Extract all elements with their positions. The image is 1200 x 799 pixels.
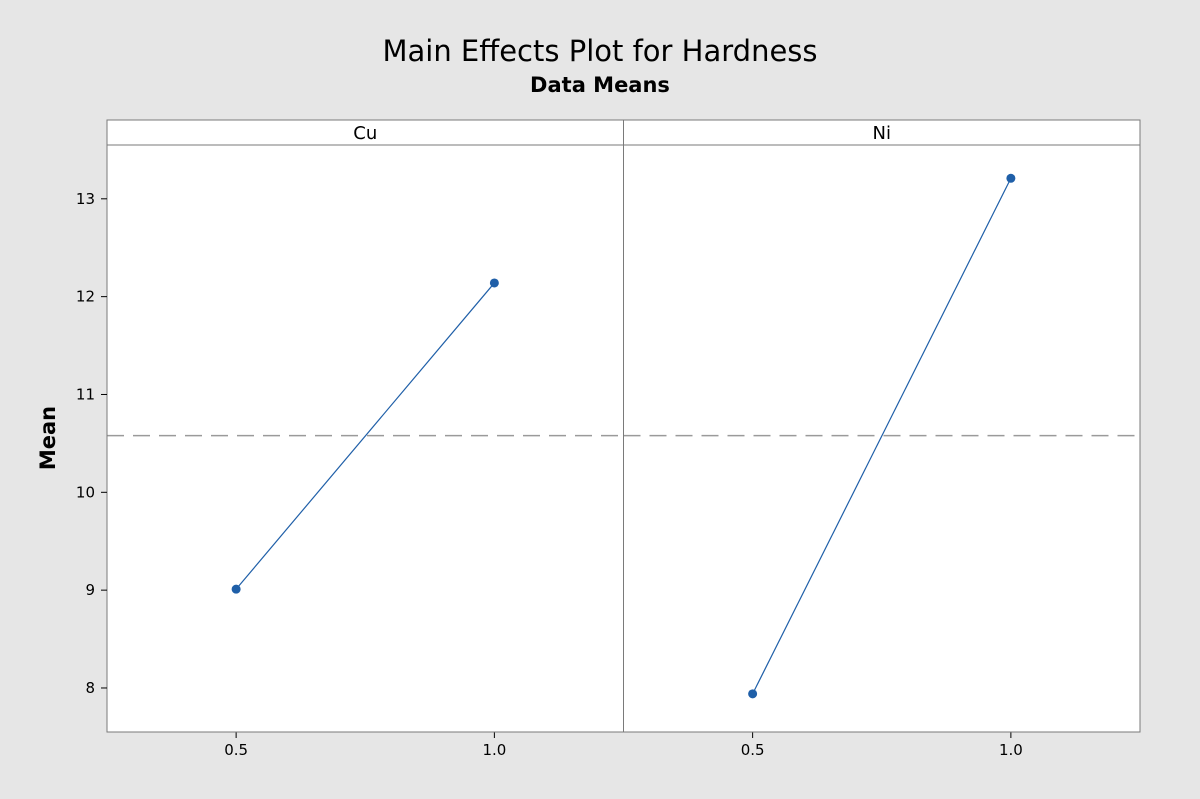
y-ticks-layer: 8 9 10 11 12 13 (76, 190, 107, 697)
series-line (752, 177, 1012, 695)
y-tick-label: 13 (76, 190, 95, 208)
data-point (489, 278, 499, 288)
x-tick-label: 1.0 (482, 741, 506, 759)
data-point (231, 584, 241, 594)
x-tick-label: 1.0 (999, 741, 1023, 759)
panel-ni: Ni 0.5 1.0 (623, 120, 1140, 759)
x-tick-label: 0.5 (224, 741, 248, 759)
y-tick-label: 11 (76, 385, 95, 403)
x-tick-label: 0.5 (741, 741, 765, 759)
data-point (748, 689, 758, 699)
panels-layer: Cu 0.5 1.0 Ni 0.5 1.0 (106, 119, 1141, 759)
panel-cu: Cu 0.5 1.0 (107, 120, 624, 759)
y-tick-label: 10 (76, 483, 95, 501)
panel-background (107, 120, 624, 732)
y-tick-label: 9 (85, 581, 95, 599)
series-line (235, 282, 495, 590)
panel-label-cu: Cu (353, 123, 377, 144)
panel-label-ni: Ni (873, 123, 891, 144)
data-point (1006, 173, 1016, 183)
chart-title: Main Effects Plot for Hardness (382, 34, 817, 68)
chart-subtitle: Data Means (530, 73, 670, 97)
panel-background (623, 120, 1140, 732)
y-tick-label: 12 (76, 288, 95, 306)
y-tick-label: 8 (85, 679, 95, 697)
y-axis-label: Mean (36, 406, 60, 470)
